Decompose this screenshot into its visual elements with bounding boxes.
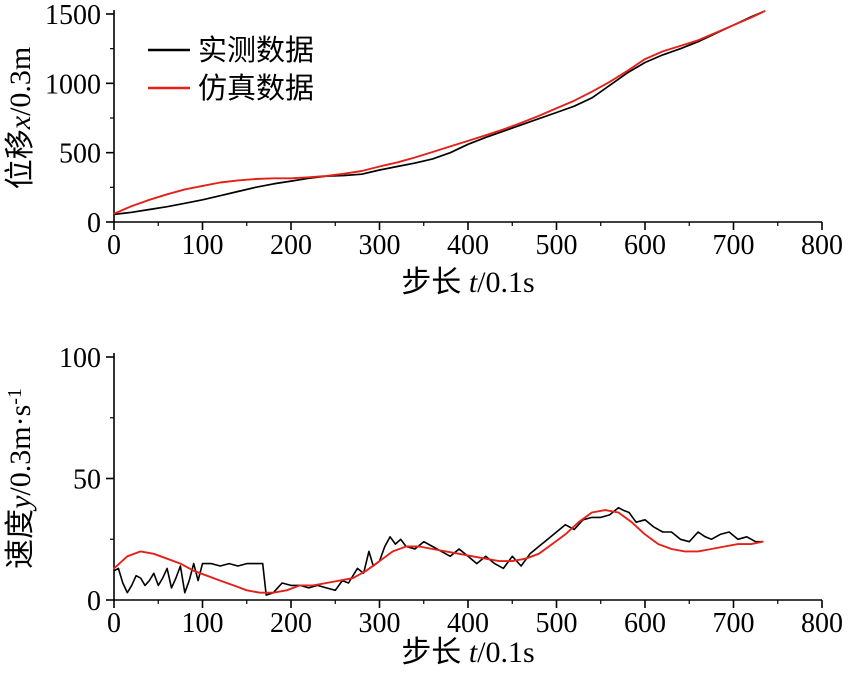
x-axis-title: 步长 t/0.1s xyxy=(401,636,534,669)
y-tick-label: 1500 xyxy=(45,0,101,31)
x-tick-label: 500 xyxy=(536,608,578,639)
x-tick-label: 400 xyxy=(447,608,489,639)
x-tick-label: 300 xyxy=(359,608,401,639)
x-tick-label: 300 xyxy=(359,230,401,261)
legend-label-1: 仿真数据 xyxy=(198,72,314,105)
velocity-chart: 0 100 200 300 400 500 600 700 800 0 50 100 步长 t/0.1s… xyxy=(0,310,850,688)
x-tick-label: 200 xyxy=(270,608,312,639)
x-tick-label: 200 xyxy=(270,230,312,261)
x-tick-label: 0 xyxy=(107,608,121,639)
displacement-chart: 0 100 200 300 400 500 600 700 800 0 500 1000 1500 实测数… xyxy=(0,0,850,310)
x-tick-label: 100 xyxy=(182,608,224,639)
y-tick-label: 50 xyxy=(73,465,101,496)
x-tick-label: 800 xyxy=(801,230,843,261)
x-tick-label: 400 xyxy=(447,230,489,261)
x-tick-label: 600 xyxy=(624,230,666,261)
velocity-chart-canvas: 0 100 200 300 400 500 600 700 800 0 50 100 步长 t/0.1s… xyxy=(4,343,843,669)
y-tick-label: 500 xyxy=(59,139,101,170)
y-tick-label: 100 xyxy=(59,343,101,374)
x-tick-label: 0 xyxy=(107,230,121,261)
legend-label-0: 实测数据 xyxy=(198,34,314,67)
y-axis-title: 位移x/0.3m xyxy=(4,47,37,190)
measured-data-line xyxy=(113,10,766,216)
y-tick-label: 0 xyxy=(87,586,101,617)
x-tick-label: 700 xyxy=(713,230,755,261)
simulated-data-line xyxy=(113,10,766,215)
y-tick-label: 0 xyxy=(87,208,101,239)
y-axis-title: 速度y/0.3m·s-1 xyxy=(4,388,37,569)
measured-data-line xyxy=(113,506,764,596)
x-tick-label: 100 xyxy=(182,230,224,261)
y-tick-label: 1000 xyxy=(45,69,101,100)
x-tick-label: 600 xyxy=(624,608,666,639)
displacement-chart-canvas: 0 100 200 300 400 500 600 700 800 0 500 1000 1500 实测数… xyxy=(4,0,843,299)
simulated-data-line xyxy=(113,509,764,594)
x-axis-title: 步长 t/0.1s xyxy=(401,266,534,299)
x-tick-label: 800 xyxy=(801,608,843,639)
x-tick-label: 500 xyxy=(536,230,578,261)
x-tick-label: 700 xyxy=(713,608,755,639)
